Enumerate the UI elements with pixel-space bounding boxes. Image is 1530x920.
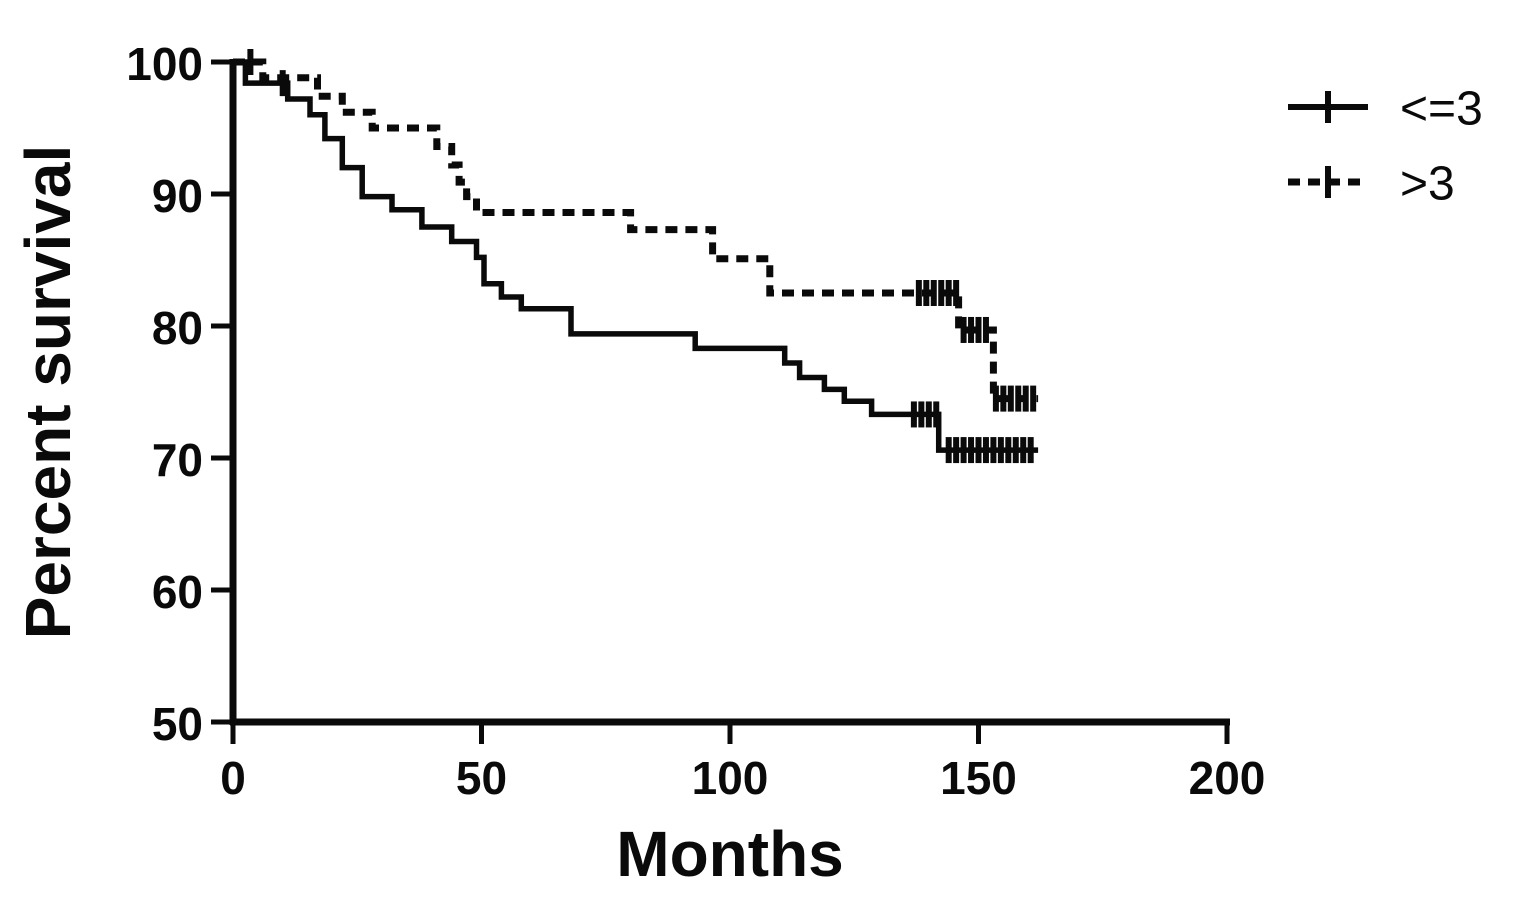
x-tick-label: 50 bbox=[456, 752, 507, 804]
x-tick-label: 150 bbox=[940, 752, 1017, 804]
x-tick-label: 200 bbox=[1189, 752, 1266, 804]
survival-curve-le3 bbox=[233, 59, 1039, 453]
survival-curve-gt3 bbox=[233, 58, 1039, 403]
y-tick-label: 50 bbox=[152, 698, 203, 750]
y-axis-title: Percent survival bbox=[12, 145, 84, 640]
legend-item-label-gt3: >3 bbox=[1400, 158, 1455, 211]
x-axis-title: Months bbox=[616, 818, 844, 890]
x-tick-label: 0 bbox=[220, 752, 246, 804]
y-tick-label: 80 bbox=[152, 302, 203, 354]
x-tick-label: 100 bbox=[692, 752, 769, 804]
y-tick-label: 100 bbox=[126, 38, 203, 90]
y-tick-label: 70 bbox=[152, 434, 203, 486]
legend-item-label-le3: <=3 bbox=[1400, 83, 1483, 136]
y-tick-label: 90 bbox=[152, 170, 203, 222]
y-tick-label: 60 bbox=[152, 566, 203, 618]
